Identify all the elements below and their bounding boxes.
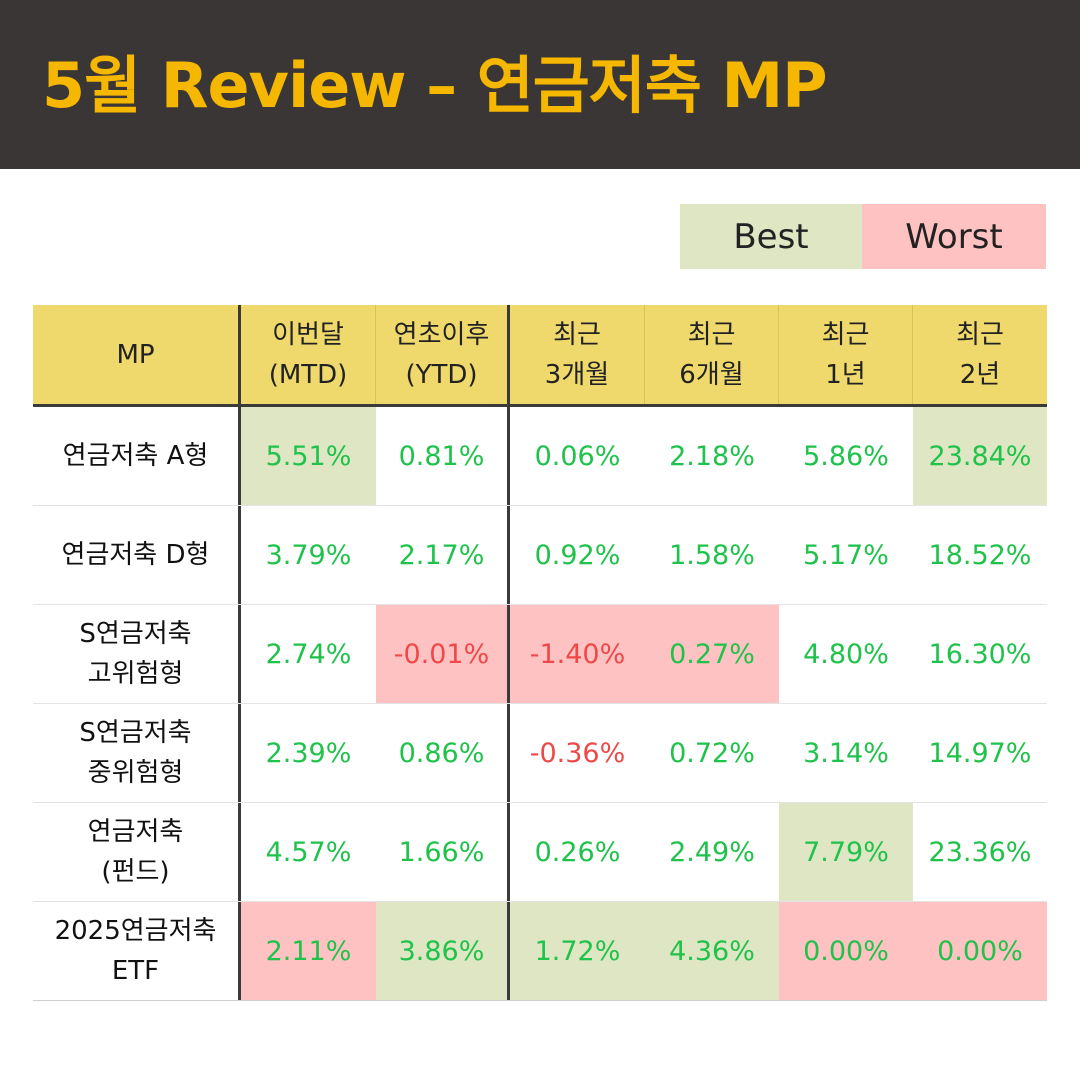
return-cell: -1.40%	[510, 605, 645, 703]
row-name-line1: 2025연금저축	[54, 916, 217, 946]
row-name-line1: 연금저축 A형	[62, 441, 209, 471]
return-cell: 18.52%	[928, 539, 1032, 571]
row-name-line2: (펀드)	[101, 857, 170, 887]
row-name-line1: 연금저축	[87, 817, 184, 847]
table-body: 연금저축 A형 5.51% 0.81% 0.06% 2.18% 5.86% 23.84% 연금…	[33, 407, 1047, 1001]
row-name-line1: 연금저축 D형	[61, 540, 210, 570]
row-name-line1: S연금저축	[79, 619, 192, 649]
return-cell: 0.26%	[534, 836, 621, 868]
return-cell: 2.74%	[265, 638, 352, 670]
header-2y: 최근 2년	[913, 305, 1047, 404]
return-cell: 0.00%	[913, 902, 1047, 1000]
table-row: 연금저축 (펀드) 4.57% 1.66% 0.26% 2.49% 7.79% 23.36%	[33, 803, 1047, 902]
header-line2: 1년	[825, 359, 866, 390]
header-line2: 6개월	[679, 359, 744, 390]
page-title: 5월 Review – 연금저축 MP	[42, 49, 828, 122]
return-cell: 0.27%	[645, 605, 779, 703]
legend-best-label: Best	[733, 216, 809, 257]
row-name-line2: ETF	[111, 956, 160, 986]
header-1y: 최근 1년	[779, 305, 913, 404]
return-cell: 2.17%	[376, 506, 510, 604]
return-cell: 1.72%	[510, 902, 645, 1000]
return-cell: 2.18%	[669, 440, 755, 472]
return-cell: 5.51%	[241, 407, 376, 505]
header-6m: 최근 6개월	[645, 305, 779, 404]
header-line2: (YTD)	[405, 359, 478, 390]
header-line1: 최근	[687, 319, 736, 350]
header-line2: 2년	[959, 359, 1001, 390]
header-banner: 5월 Review – 연금저축 MP	[0, 0, 1080, 169]
table-row: 2025연금저축 ETF 2.11% 3.86% 1.72% 4.36% 0.00% 0.00…	[33, 902, 1047, 1001]
row-name-cell: 연금저축 D형	[33, 506, 241, 604]
row-name-line1: S연금저축	[79, 718, 192, 748]
table-header-row: MP 이번달 (MTD) 연초이후 (YTD) 최근 3개월 최근 6개월 최근…	[33, 305, 1047, 407]
header-mp-label: MP	[116, 339, 155, 370]
return-cell: 0.06%	[534, 440, 621, 472]
return-cell: 5.17%	[803, 539, 889, 571]
return-cell: -0.01%	[376, 605, 510, 703]
return-cell: 1.58%	[669, 539, 755, 571]
header-line2: 3개월	[544, 359, 610, 390]
header-line2: (MTD)	[268, 359, 348, 390]
returns-table: MP 이번달 (MTD) 연초이후 (YTD) 최근 3개월 최근 6개월 최근…	[33, 305, 1047, 1001]
header-3m: 최근 3개월	[510, 305, 645, 404]
return-cell: 0.81%	[376, 407, 510, 505]
row-name-line2: 고위험형	[87, 659, 184, 689]
header-line1: 연초이후	[393, 319, 490, 350]
row-name-cell: 연금저축 A형	[33, 407, 241, 505]
return-cell: 1.66%	[376, 803, 510, 901]
return-cell: 0.92%	[534, 539, 621, 571]
return-cell: 23.36%	[928, 836, 1032, 868]
return-cell: 4.36%	[645, 902, 779, 1000]
row-name-line2: 중위험형	[87, 758, 184, 788]
return-cell: 4.57%	[265, 836, 352, 868]
legend-worst: Worst	[862, 204, 1046, 269]
return-cell: 3.14%	[803, 737, 889, 769]
return-cell: 0.00%	[779, 902, 913, 1000]
return-cell: 14.97%	[928, 737, 1032, 769]
header-line1: 이번달	[272, 319, 344, 350]
return-cell: 2.11%	[241, 902, 376, 1000]
return-cell: 0.72%	[669, 737, 755, 769]
header-ytd: 연초이후 (YTD)	[376, 305, 510, 404]
header-line1: 최근	[956, 319, 1004, 350]
row-name-cell: 2025연금저축 ETF	[33, 902, 241, 1000]
return-cell: 16.30%	[928, 638, 1032, 670]
table-row: 연금저축 D형 3.79% 2.17% 0.92% 1.58% 5.17% 18.52%	[33, 506, 1047, 605]
return-cell: 3.86%	[376, 902, 510, 1000]
header-mp: MP	[33, 305, 241, 404]
return-cell: 0.86%	[376, 704, 510, 802]
return-cell: 7.79%	[779, 803, 913, 901]
return-cell: 23.84%	[913, 407, 1047, 505]
return-cell: -0.36%	[529, 737, 626, 769]
header-line1: 최근	[821, 319, 870, 350]
return-cell: 5.86%	[803, 440, 889, 472]
return-cell: 2.49%	[669, 836, 755, 868]
header-line1: 최근	[553, 319, 601, 350]
legend-best: Best	[680, 204, 862, 269]
return-cell: 2.39%	[265, 737, 352, 769]
row-name-cell: 연금저축 (펀드)	[33, 803, 241, 901]
table-row: 연금저축 A형 5.51% 0.81% 0.06% 2.18% 5.86% 23.84%	[33, 407, 1047, 506]
legend-worst-label: Worst	[905, 216, 1003, 257]
return-cell: 3.79%	[265, 539, 352, 571]
header-mtd: 이번달 (MTD)	[241, 305, 376, 404]
return-cell: 4.80%	[803, 638, 889, 670]
